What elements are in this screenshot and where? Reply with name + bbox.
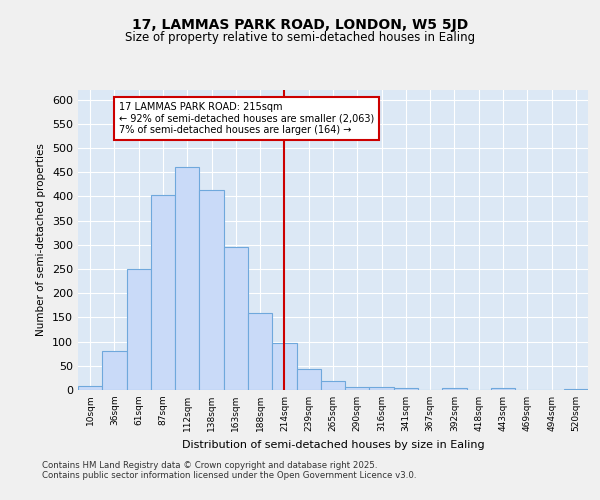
Bar — [394, 388, 418, 390]
Bar — [321, 381, 345, 390]
Text: Contains HM Land Registry data © Crown copyright and database right 2025.
Contai: Contains HM Land Registry data © Crown c… — [42, 460, 416, 480]
Bar — [564, 388, 588, 390]
Bar — [491, 388, 515, 390]
Bar — [442, 388, 467, 390]
Bar — [224, 248, 248, 390]
Bar — [296, 369, 321, 390]
Bar — [199, 190, 224, 390]
Bar — [151, 195, 175, 390]
Text: Size of property relative to semi-detached houses in Ealing: Size of property relative to semi-detach… — [125, 31, 475, 44]
Bar — [248, 312, 272, 390]
Bar — [102, 352, 127, 390]
Bar — [78, 386, 102, 390]
X-axis label: Distribution of semi-detached houses by size in Ealing: Distribution of semi-detached houses by … — [182, 440, 484, 450]
Bar — [175, 168, 199, 390]
Bar — [345, 387, 370, 390]
Text: 17, LAMMAS PARK ROAD, LONDON, W5 5JD: 17, LAMMAS PARK ROAD, LONDON, W5 5JD — [132, 18, 468, 32]
Bar — [272, 343, 296, 390]
Y-axis label: Number of semi-detached properties: Number of semi-detached properties — [37, 144, 46, 336]
Bar — [127, 269, 151, 390]
Bar — [370, 387, 394, 390]
Text: 17 LAMMAS PARK ROAD: 215sqm
← 92% of semi-detached houses are smaller (2,063)
7%: 17 LAMMAS PARK ROAD: 215sqm ← 92% of sem… — [119, 102, 374, 136]
